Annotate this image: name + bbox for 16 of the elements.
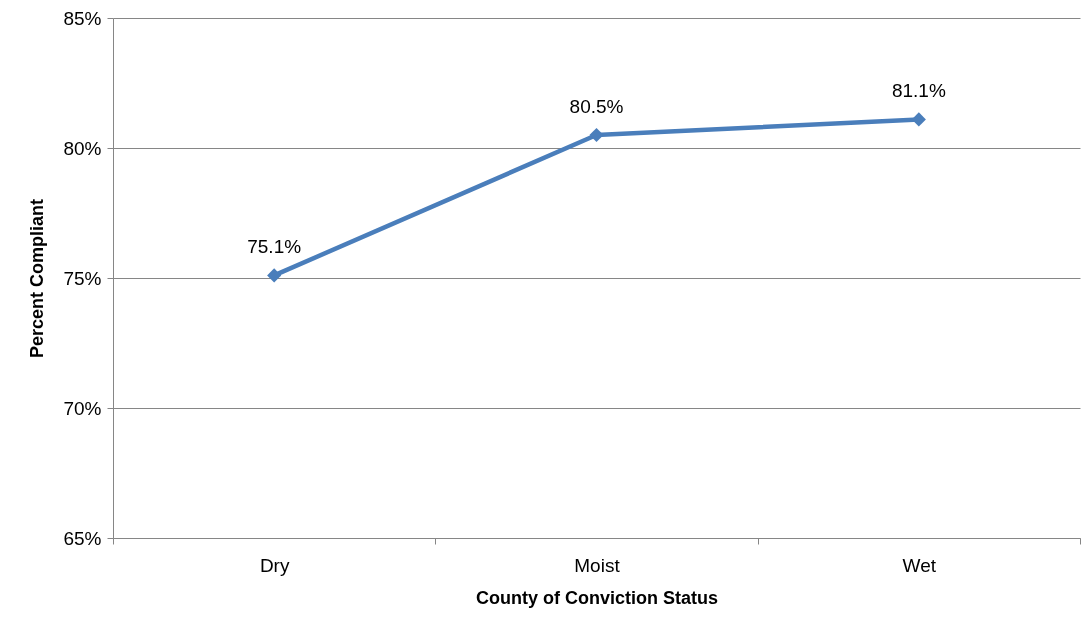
y-tick-label: 70%	[63, 397, 102, 419]
y-tick-label: 80%	[63, 137, 102, 159]
x-tick-label: Dry	[259, 554, 290, 576]
x-tick-label: Wet	[902, 554, 937, 576]
x-tick-label: Moist	[574, 554, 621, 576]
point	[589, 127, 604, 143]
data-label: 81.1%	[891, 80, 946, 102]
y-tick-label: 65%	[63, 527, 102, 549]
y-tick-label: 85%	[63, 7, 102, 29]
y-tick-label: 75%	[63, 267, 102, 289]
x-axis-title: County of Conviction Status	[476, 587, 718, 608]
point	[911, 112, 926, 127]
data-label: 80.5%	[569, 96, 624, 117]
point	[267, 268, 282, 283]
y-axis-title: Percent Compliant	[27, 198, 48, 359]
data-label: 75.1%	[247, 236, 302, 258]
